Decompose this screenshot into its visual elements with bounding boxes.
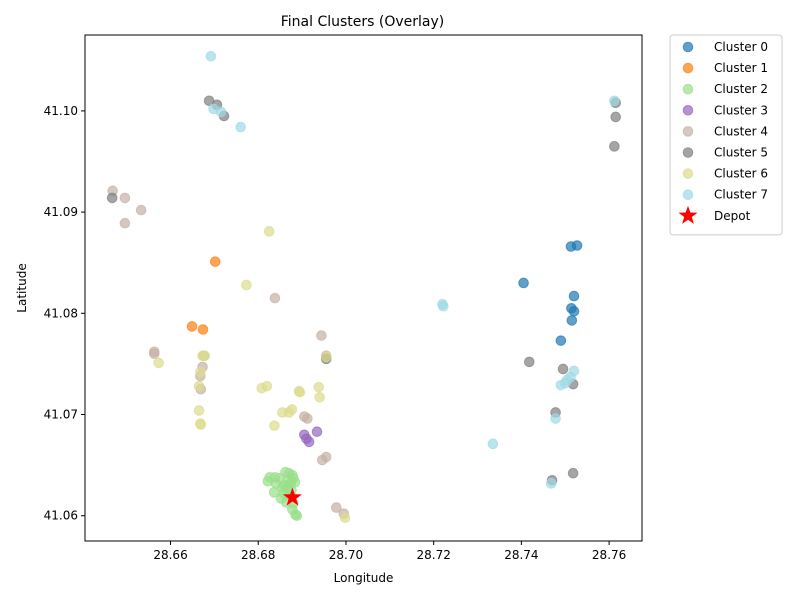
cluster-4-point [331,502,342,513]
cluster-6-point [195,419,207,430]
cluster-7-point [205,50,217,62]
legend-box [669,34,783,236]
x-axis-label: Longitude [334,571,394,585]
cluster-4-point [269,292,281,304]
legend-marker-cluster-4 [682,126,694,137]
cluster-0-point [568,290,580,302]
cluster-0-point [518,277,529,289]
cluster-6-point [314,391,325,403]
legend-marker-depot [678,205,698,224]
x-tick-label: 28.72 [416,548,450,562]
cluster-6-point [193,405,205,416]
y-tick-label: 41.07 [44,408,78,422]
cluster-6-point [241,279,252,291]
cluster-2-point [289,477,301,488]
cluster-0-point [566,315,578,326]
cluster-6-point [199,350,211,362]
cluster-2-point [287,504,298,515]
cluster-6-point [261,380,273,392]
legend-marker-cluster-2 [682,83,694,95]
legend: Cluster 0 Cluster 1 Cluster 2 Cluster 3 Clus… [669,34,783,236]
legend-label: Cluster 3 [714,103,768,117]
x-axis-ticks: 28.66 28.68 28.70 28.72 28.74 28.76 [153,541,626,562]
cluster-6-point [286,404,298,415]
cluster-5-point [609,141,620,152]
legend-label: Depot [714,209,751,223]
cluster-0-point [571,240,583,251]
y-axis-ticks: 41.06 41.07 41.08 41.09 41.10 [44,104,85,523]
y-tick-label: 41.08 [44,306,78,320]
plot-area [106,50,621,524]
y-axis-label: Latitude [15,263,29,312]
cluster-7-point [545,478,557,489]
x-tick-label: 28.68 [241,548,275,562]
cluster-2-point [268,487,280,498]
y-tick-label: 41.10 [44,104,78,118]
cluster-6-point [263,226,275,237]
cluster-5-point [523,356,535,368]
cluster-0-point [555,335,567,346]
x-tick-label: 28.74 [504,548,538,562]
cluster-4-point [135,204,147,216]
x-tick-label: 28.66 [153,548,187,562]
legend-marker-cluster-6 [682,168,694,179]
x-tick-label: 28.70 [329,548,363,562]
y-tick-label: 41.06 [44,509,78,523]
legend-marker-cluster-7 [682,189,694,200]
cluster-7-point [438,300,449,312]
cluster-7-point [609,95,620,107]
cluster-4-point [148,348,160,360]
legend-label: Cluster 4 [714,124,768,138]
cluster-0-point [568,305,580,317]
legend-label: Cluster 7 [714,188,768,202]
cluster-7-point [235,121,246,133]
legend-label: Cluster 1 [714,61,768,75]
cluster-2-point [270,478,282,489]
legend-label: Cluster 0 [714,40,768,54]
cluster-3-point [311,426,323,438]
cluster-5-point [557,363,569,375]
cluster-5-point [567,467,579,479]
legend-marker-cluster-3 [682,105,694,116]
cluster-6-point [153,357,164,369]
legend-marker-cluster-0 [682,41,694,53]
legend-marker-cluster-5 [682,147,694,158]
y-tick-label: 41.09 [44,205,78,219]
cluster-6-point [320,351,332,363]
legend-marker-cluster-1 [682,62,694,74]
cluster-6-point [339,512,351,524]
cluster-7-point [215,106,227,118]
chart-title: Final Clusters (Overlay) [281,14,445,30]
cluster-6-point [193,380,205,392]
depot-marker [282,487,302,506]
legend-label: Cluster 2 [714,82,768,96]
cluster-4-point [302,413,313,424]
cluster-5-point [106,192,118,204]
cluster-4-point [119,192,131,204]
cluster-1-point [186,321,198,332]
legend-label: Cluster 5 [714,146,768,160]
legend-label: Cluster 6 [714,167,768,181]
cluster-7-point [487,438,499,450]
cluster-6-point [313,381,325,393]
cluster-6-point [269,420,280,431]
cluster-6-point [195,366,206,378]
cluster-7-point [555,379,567,391]
cluster-1-point [209,256,221,267]
cluster-4-point [316,330,327,341]
cluster-4-point [316,454,328,466]
cluster-4-point [119,217,131,229]
x-tick-label: 28.76 [592,548,626,562]
cluster-6-point [294,386,306,398]
plot-frame [84,34,643,542]
cluster-7-point [550,413,561,424]
cluster-1-point [197,324,209,335]
cluster-5-point [610,111,621,123]
cluster-3-point [303,436,315,448]
